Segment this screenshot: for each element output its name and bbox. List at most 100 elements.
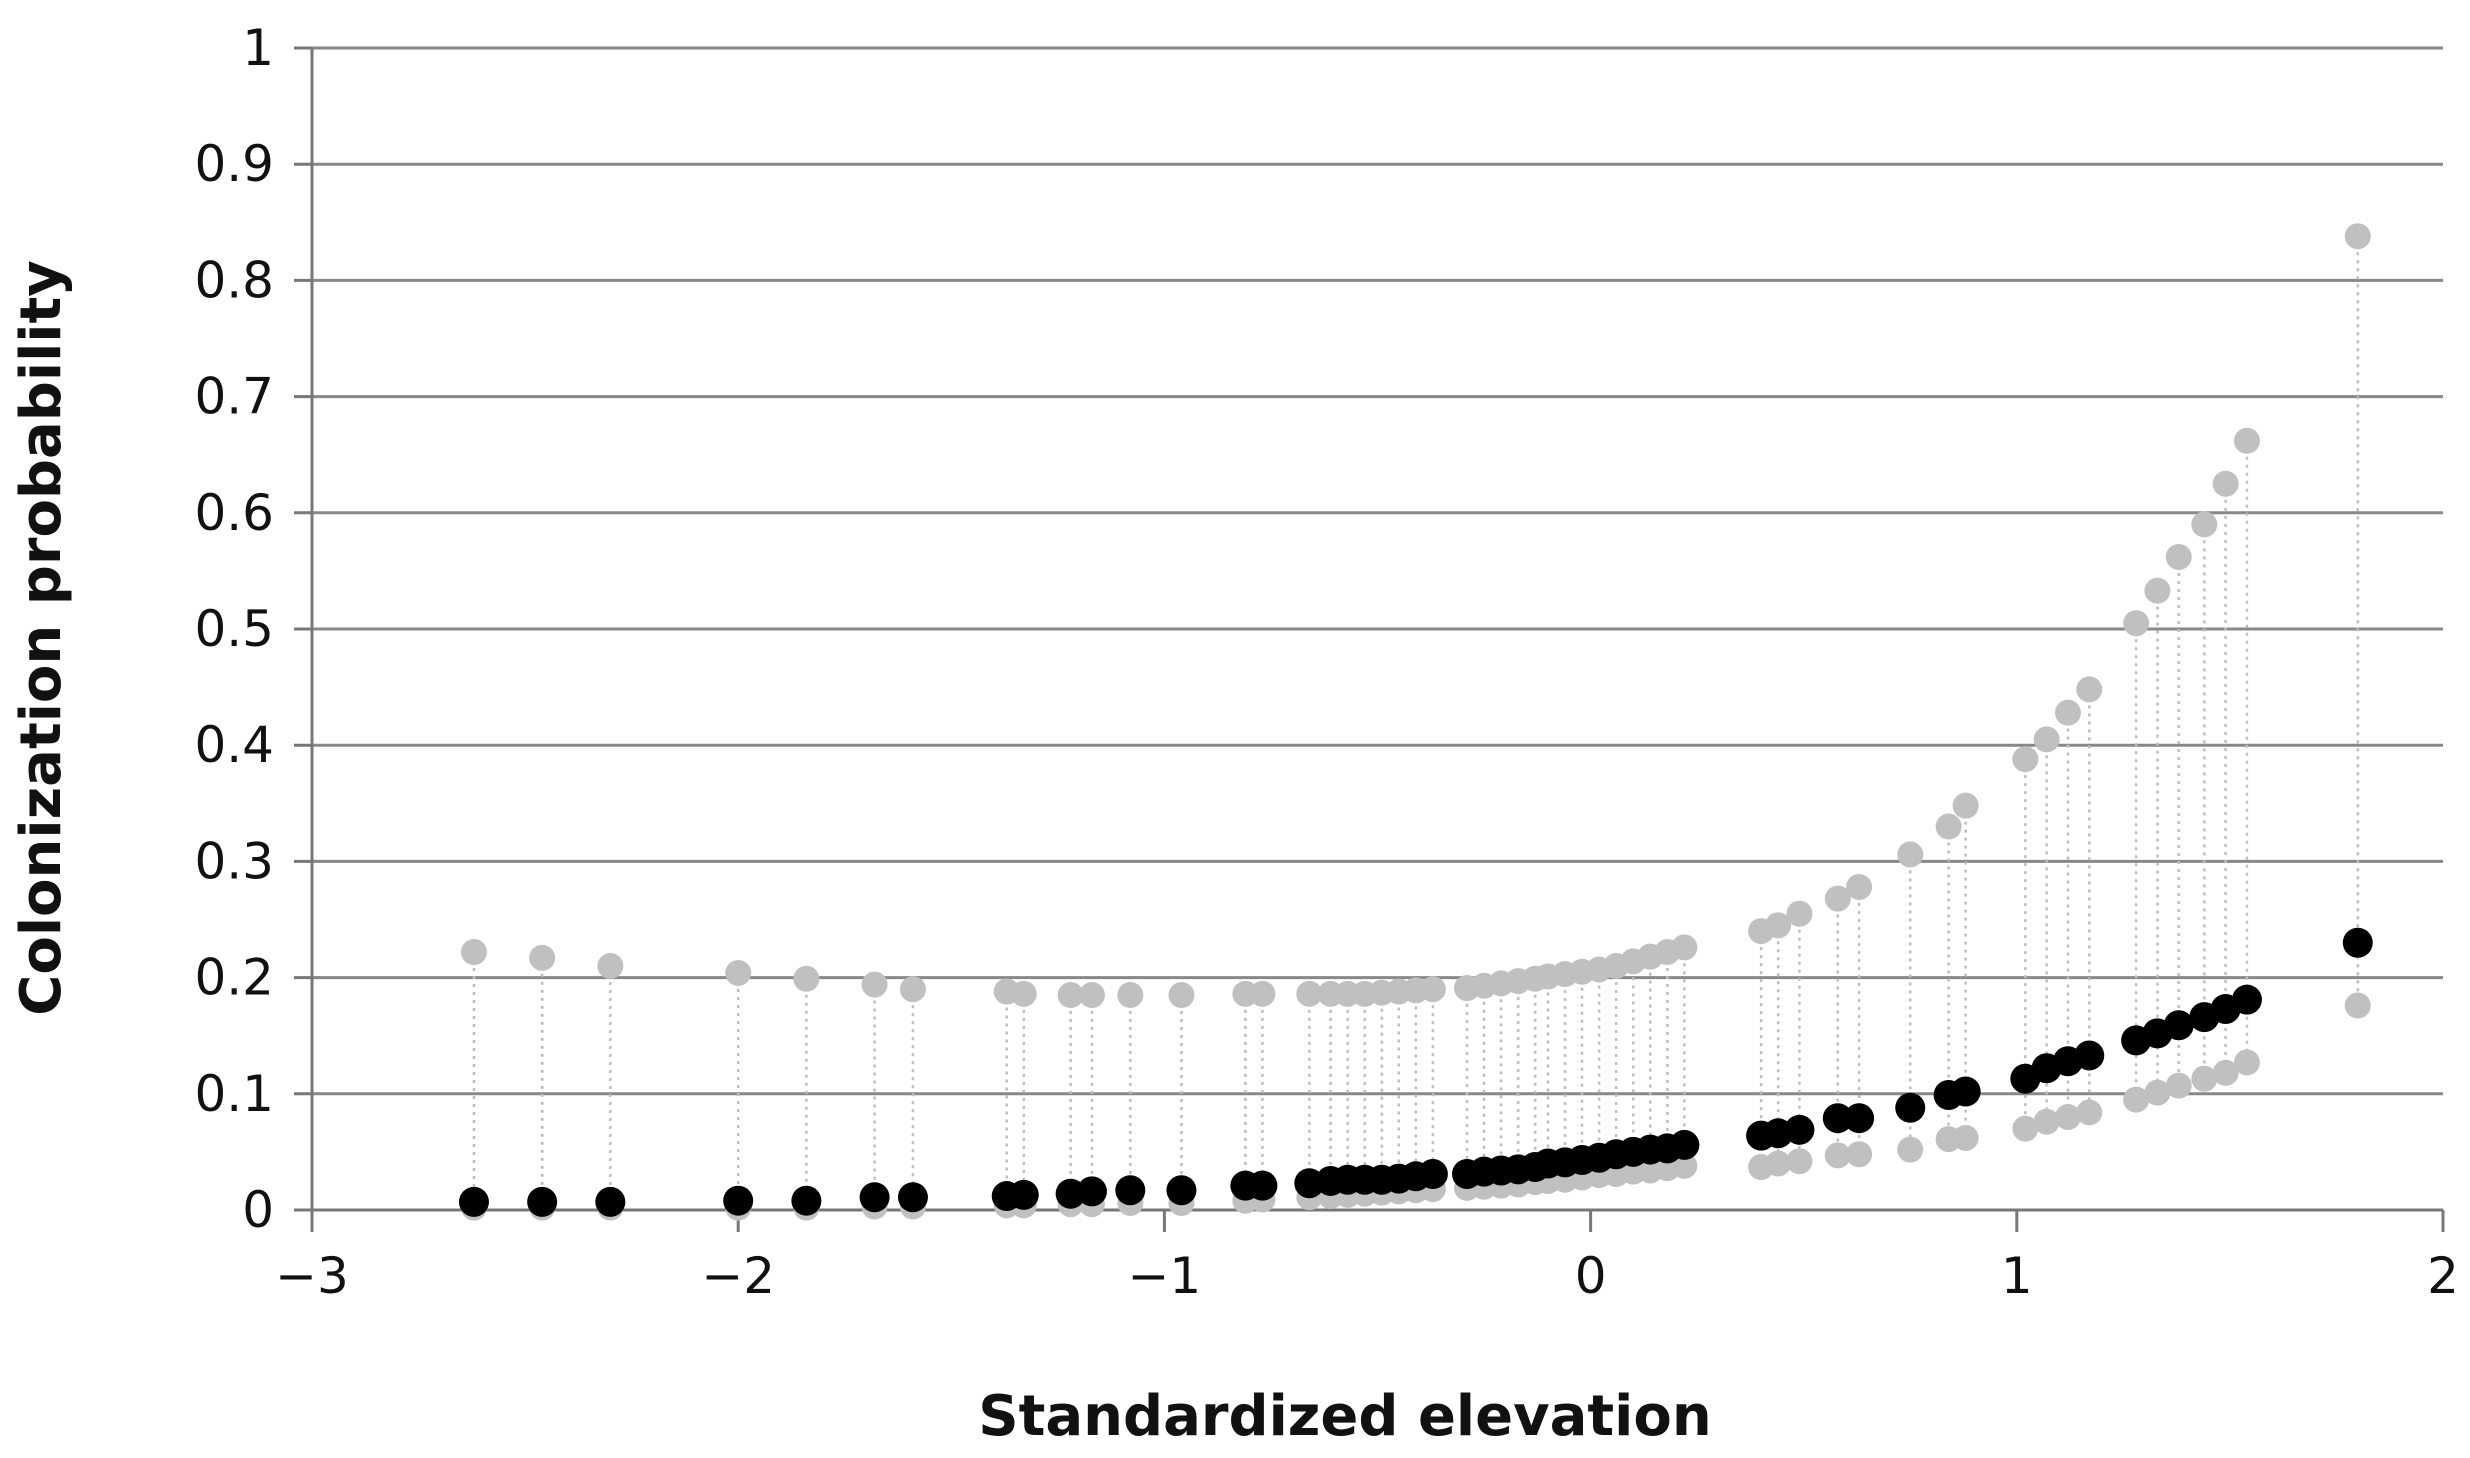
upper-bound-point [1786,900,1813,927]
estimate-point [1247,1170,1278,1201]
upper-bound-point [2165,543,2192,570]
lower-bound-point [2344,992,2371,1019]
upper-bound-point [1249,980,1276,1007]
upper-bound-point [1952,792,1979,819]
estimate-point [897,1182,928,1213]
upper-bound-point [460,939,487,966]
lower-bound-point [2076,1099,2103,1126]
estimate-point [1669,1129,1700,1160]
upper-bound-point [1078,982,1105,1009]
lower-bound-point [1952,1124,1979,1151]
x-axis-title: Standardized elevation [978,1384,1711,1449]
upper-bound-point [861,971,888,998]
upper-bound-point [2144,577,2171,604]
upper-bound-point [1765,912,1792,939]
upper-bound-point [2233,427,2260,454]
lower-bound-point [2054,1104,2081,1131]
estimate-point [2231,984,2262,1015]
gridlines [312,46,2443,1096]
lower-bound-point [2012,1115,2039,1142]
upper-bound-point [1846,873,1873,900]
upper-bound-point [793,965,820,992]
estimate-point [2163,1010,2194,1041]
estimate-point [1166,1175,1197,1206]
upper-bound-point [2344,223,2371,250]
upper-bound-point [725,959,752,986]
y-tick-label: 0.7 [194,368,274,426]
estimate-point [859,1182,890,1213]
estimate-point [458,1186,489,1217]
estimate-point [2074,1040,2105,1071]
upper-bound-point [1168,982,1195,1009]
estimate-point [1417,1158,1448,1189]
upper-bound-point [2212,470,2239,497]
lower-bound-point [2191,1065,2218,1092]
x-tick-label: −2 [701,1247,775,1305]
upper-bound-point [2191,511,2218,538]
upper-bound-point [2054,699,2081,726]
y-tick-label: 0.9 [194,135,274,193]
upper-bound-point [1010,980,1037,1007]
estimate-point [1115,1175,1146,1206]
tick-labels: 0 0.1 0.2 0.3 0.4 0.5 0.6 0.7 0.8 0.9 1 −3 −2 −1 0 1 2 [194,19,2458,1305]
lower-bound-point [1786,1148,1813,1175]
y-axis-title: Colonization probability [9,260,74,1015]
lower-bound-point [2144,1079,2171,1106]
upper-bound-point [899,976,926,1003]
upper-bound-point [1935,813,1962,840]
y-tick-label: 0.2 [194,949,274,1007]
lower-bound-point [2033,1108,2060,1135]
lower-bound-point [1897,1136,1924,1163]
y-tick-label: 0.5 [194,600,274,658]
lower-bound-point [2212,1059,2239,1086]
estimate-point [2342,927,2373,958]
estimate-point [1895,1092,1926,1123]
y-tick-label: 0 [242,1181,274,1239]
estimate-point [1950,1076,1981,1107]
lower-bound-point [2123,1086,2150,1113]
estimate-point [1784,1114,1815,1145]
estimate-point [595,1186,626,1217]
upper-bound-point [597,952,624,979]
upper-bound-point [1117,982,1144,1009]
y-tick-label: 0.4 [194,716,274,774]
estimate-point [723,1185,754,1216]
y-tick-label: 1 [242,19,274,77]
upper-bound-point [1897,841,1924,868]
upper-bound-point [1419,976,1446,1003]
y-tick-label: 0.6 [194,484,274,542]
estimate-point [791,1185,822,1216]
lower-bound-point [1846,1141,1873,1168]
x-tick-label: 2 [2427,1247,2459,1305]
y-tick-label: 0.3 [194,832,274,890]
upper-bound-point [2076,676,2103,703]
x-tick-label: −1 [1128,1247,1202,1305]
estimate-point [1008,1179,1039,1210]
lower-bound-point [1765,1150,1792,1177]
upper-bound-point [1057,982,1084,1009]
x-tick-label: 0 [1575,1247,1607,1305]
upper-bound-point [1671,934,1698,961]
y-tick-label: 0.8 [194,251,274,309]
y-tick-label: 0.1 [194,1065,274,1123]
upper-bound-point [1296,980,1323,1007]
estimate-point [1076,1176,1107,1207]
lower-bound-point [2165,1072,2192,1099]
lower-bound-point [1671,1152,1698,1179]
lower-bound-point [2233,1049,2260,1076]
x-tick-label: 1 [2001,1247,2033,1305]
x-tick-label: −3 [275,1247,349,1305]
upper-bound-point [2033,726,2060,753]
upper-bound-point [1824,885,1851,912]
lower-bound-point [1824,1142,1851,1169]
upper-bound-point [2123,610,2150,637]
axes [294,46,2445,1232]
estimate-point [1844,1103,1875,1134]
estimate-point [527,1186,558,1217]
upper-bound-point [2012,746,2039,773]
estimate-point [1822,1103,1853,1134]
upper-bound-point [529,944,556,971]
data-points [458,223,2373,1221]
